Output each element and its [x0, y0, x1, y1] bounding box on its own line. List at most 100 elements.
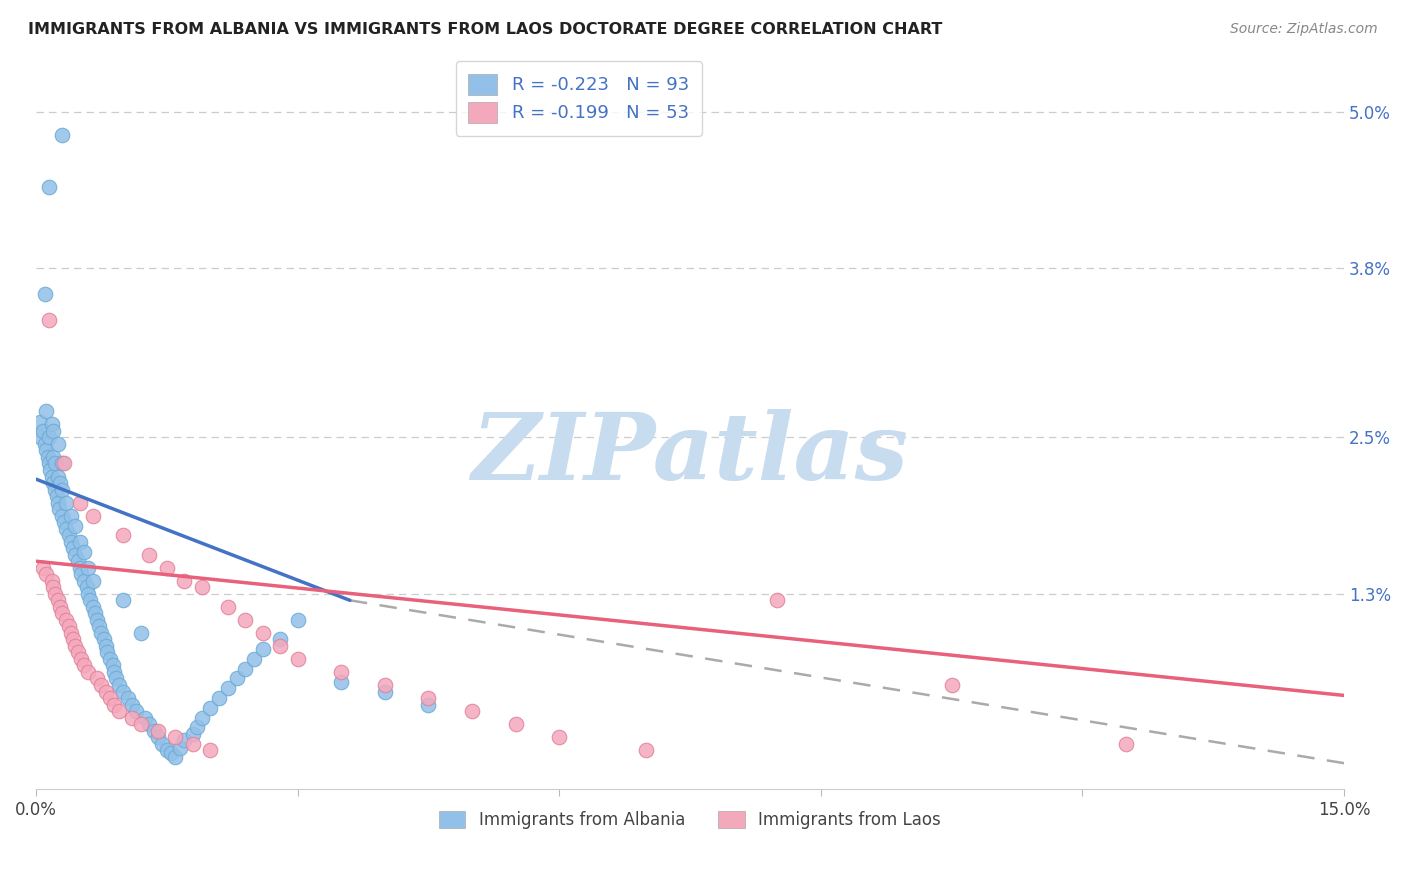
Point [42, 424, 65, 438]
Point [173, 574, 195, 588]
Text: ZIPatlas: ZIPatlas [471, 409, 908, 499]
Point [48, 502, 70, 516]
Point [217, 681, 239, 695]
Point [42, 580, 65, 594]
Point [129, 717, 152, 731]
Point [38, 463, 60, 477]
Point [101, 658, 124, 673]
Point [51, 128, 73, 143]
Point [90, 625, 112, 640]
Point [69, 560, 91, 574]
Point [233, 613, 256, 627]
Point [107, 704, 129, 718]
Point [38, 457, 60, 471]
Point [461, 704, 484, 718]
Point [51, 457, 73, 471]
Point [94, 684, 117, 698]
Point [46, 469, 69, 483]
Point [173, 732, 195, 747]
Point [112, 528, 135, 542]
Point [41, 574, 63, 588]
Point [636, 743, 658, 757]
Point [58, 528, 80, 542]
Point [32, 424, 55, 438]
Point [63, 519, 86, 533]
Point [287, 613, 309, 627]
Point [94, 639, 117, 653]
Point [30, 430, 52, 444]
Point [38, 430, 60, 444]
Point [181, 737, 204, 751]
Point [35, 443, 58, 458]
Point [46, 437, 69, 451]
Point [52, 457, 75, 471]
Point [156, 743, 179, 757]
Point [30, 415, 52, 429]
Point [418, 698, 440, 712]
Point [77, 665, 100, 679]
Point [200, 701, 222, 715]
Point [52, 515, 75, 529]
Point [42, 476, 65, 491]
Point [73, 658, 96, 673]
Point [165, 730, 187, 744]
Point [269, 639, 291, 653]
Point [84, 607, 107, 621]
Point [112, 593, 135, 607]
Point [46, 495, 69, 509]
Point [103, 665, 125, 679]
Point [208, 691, 231, 706]
Point [156, 560, 179, 574]
Point [35, 567, 58, 582]
Point [186, 720, 208, 734]
Point [252, 625, 274, 640]
Point [51, 607, 73, 621]
Point [90, 678, 112, 692]
Point [87, 619, 110, 633]
Point [165, 749, 187, 764]
Point [941, 678, 963, 692]
Point [93, 632, 115, 647]
Point [252, 641, 274, 656]
Point [70, 652, 93, 666]
Point [63, 548, 86, 562]
Point [34, 437, 56, 451]
Point [42, 450, 65, 464]
Point [41, 417, 63, 432]
Point [138, 548, 160, 562]
Point [190, 710, 212, 724]
Point [82, 574, 104, 588]
Point [32, 560, 55, 574]
Point [41, 469, 63, 483]
Point [45, 489, 67, 503]
Point [129, 625, 152, 640]
Point [121, 698, 143, 712]
Point [44, 483, 66, 497]
Point [44, 587, 66, 601]
Point [374, 678, 396, 692]
Point [46, 593, 69, 607]
Point [418, 691, 440, 706]
Point [105, 672, 128, 686]
Point [38, 313, 60, 327]
Point [225, 672, 247, 686]
Point [58, 619, 80, 633]
Point [505, 717, 527, 731]
Point [49, 599, 72, 614]
Point [146, 723, 169, 738]
Point [269, 632, 291, 647]
Point [69, 534, 91, 549]
Point [82, 508, 104, 523]
Point [55, 495, 77, 509]
Point [766, 593, 789, 607]
Point [79, 593, 101, 607]
Point [233, 662, 256, 676]
Point [121, 710, 143, 724]
Point [63, 639, 86, 653]
Point [160, 746, 183, 760]
Point [190, 580, 212, 594]
Text: IMMIGRANTS FROM ALBANIA VS IMMIGRANTS FROM LAOS DOCTORATE DEGREE CORRELATION CHA: IMMIGRANTS FROM ALBANIA VS IMMIGRANTS FR… [28, 22, 942, 37]
Point [51, 483, 73, 497]
Point [150, 737, 173, 751]
Point [77, 560, 100, 574]
